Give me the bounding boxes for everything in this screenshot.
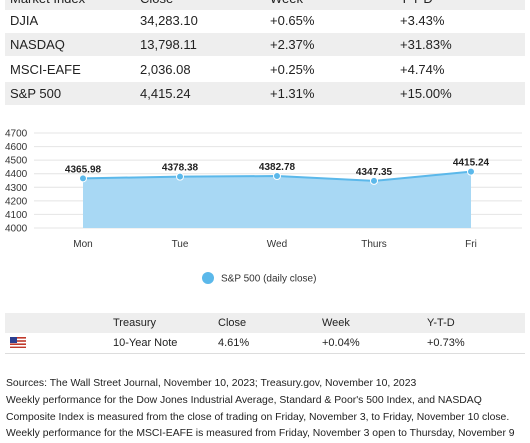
header-cell: Market Index — [10, 0, 85, 10]
cell: +4.74% — [400, 61, 445, 77]
table-row: MSCI-EAFE 2,036.08 +0.25% +4.74% — [5, 58, 525, 81]
data-label: 4382.78 — [259, 162, 296, 173]
cell: S&P 500 — [10, 85, 62, 101]
cell: +15.00% — [400, 85, 452, 101]
treasury-row: 10-Year Note 4.61% +0.04% +0.73% — [5, 333, 525, 354]
cell: +1.31% — [270, 85, 315, 101]
data-label: 4378.38 — [162, 163, 199, 174]
point — [273, 172, 281, 181]
cell: 2,036.08 — [140, 61, 191, 77]
cell: MSCI-EAFE — [10, 61, 81, 77]
cell: 4.61% — [218, 337, 250, 349]
y-tick-label: 4300 — [5, 183, 28, 194]
cell: +0.65% — [270, 13, 315, 28]
header-cell: Y-T-D — [400, 0, 433, 10]
point — [79, 174, 87, 183]
y-tick-label: 4100 — [5, 210, 28, 221]
x-tick-label: Thurs — [361, 239, 387, 250]
cell: DJIA — [10, 13, 39, 28]
x-tick-label: Tue — [172, 239, 189, 250]
y-tick-label: 4700 — [5, 129, 28, 140]
y-tick-label: 4000 — [5, 224, 28, 235]
cell: +3.43% — [400, 13, 445, 28]
cell: 10-Year Note — [113, 337, 178, 349]
y-tick-label: 4200 — [5, 196, 28, 207]
cell: 4,415.24 — [140, 85, 191, 101]
cell: 13,798.11 — [140, 37, 197, 53]
data-label: 4347.35 — [356, 167, 393, 178]
us-flag — [10, 337, 26, 348]
data-label: 4365.98 — [65, 164, 102, 175]
table-row: NASDAQ 13,798.11 +2.37% +31.83% — [5, 33, 525, 57]
x-tick-label: Wed — [267, 239, 287, 250]
treasury-header: Treasury Close Week Y-T-D — [5, 313, 525, 333]
area — [83, 171, 471, 228]
table-row: S&P 500 4,415.24 +1.31% +15.00% — [5, 81, 525, 105]
cell: +0.73% — [427, 337, 465, 349]
chart: 4000 4100 4200 4300 4400 4500 4600 4700 Mon Tue We… — [5, 129, 522, 285]
point — [467, 167, 475, 176]
y-tick-label: 4400 — [5, 169, 28, 180]
header-cell: Week — [270, 0, 303, 10]
cell: NASDAQ — [10, 37, 65, 53]
cell: +31.83% — [400, 37, 452, 53]
header-cell: Y-T-D — [427, 317, 455, 329]
table-header: Market Index Close Week Y-T-D — [5, 0, 525, 10]
header-cell: Treasury — [113, 317, 156, 329]
x-tick-label: Fri — [465, 239, 477, 250]
note: Weekly performance for the Dow Jones Ind… — [6, 395, 515, 440]
y-tick-label: 4500 — [5, 156, 28, 167]
y-tick-label: 4600 — [5, 142, 28, 153]
header-cell: Week — [322, 317, 350, 329]
cell: +0.25% — [270, 61, 315, 77]
table-row: DJIA 34,283.10 +0.65% +3.43% — [5, 9, 525, 32]
x-tick-label: Mon — [73, 239, 92, 250]
cell: 34,283.10 — [140, 13, 198, 28]
data-label: 4415.24 — [453, 158, 490, 169]
sources: Sources: The Wall Street Journal, Novemb… — [6, 378, 417, 389]
cell: +2.37% — [270, 37, 315, 53]
legend-marker — [202, 272, 214, 284]
legend-label: S&P 500 (daily close) — [221, 274, 316, 285]
header-cell: Close — [140, 0, 173, 10]
point — [370, 176, 378, 185]
header-cell: Close — [218, 317, 247, 329]
point — [176, 172, 184, 181]
cell: +0.04% — [322, 337, 360, 349]
